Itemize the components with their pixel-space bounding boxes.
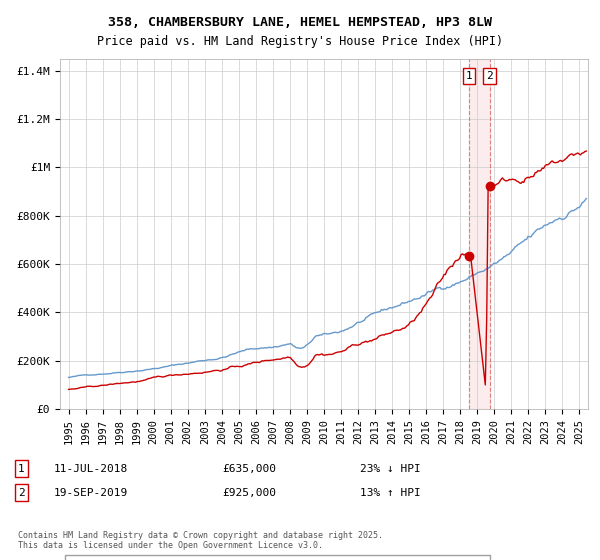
Text: 1: 1 bbox=[18, 464, 25, 474]
Text: £635,000: £635,000 bbox=[222, 464, 276, 474]
Text: 2: 2 bbox=[18, 488, 25, 498]
Text: Contains HM Land Registry data © Crown copyright and database right 2025.
This d: Contains HM Land Registry data © Crown c… bbox=[18, 530, 383, 550]
Bar bbox=[469, 59, 490, 409]
Text: 23% ↓ HPI: 23% ↓ HPI bbox=[360, 464, 421, 474]
Legend: 358, CHAMBERSBURY LANE, HEMEL HEMPSTEAD, HP3 8LW (detached house), HPI: Average : 358, CHAMBERSBURY LANE, HEMEL HEMPSTEAD,… bbox=[65, 554, 490, 560]
Text: 19-SEP-2019: 19-SEP-2019 bbox=[54, 488, 128, 498]
Text: Price paid vs. HM Land Registry's House Price Index (HPI): Price paid vs. HM Land Registry's House … bbox=[97, 35, 503, 48]
Text: £925,000: £925,000 bbox=[222, 488, 276, 498]
Text: 358, CHAMBERSBURY LANE, HEMEL HEMPSTEAD, HP3 8LW: 358, CHAMBERSBURY LANE, HEMEL HEMPSTEAD,… bbox=[108, 16, 492, 29]
Text: 13% ↑ HPI: 13% ↑ HPI bbox=[360, 488, 421, 498]
Text: 1: 1 bbox=[466, 71, 473, 81]
Text: 2: 2 bbox=[486, 71, 493, 81]
Text: 11-JUL-2018: 11-JUL-2018 bbox=[54, 464, 128, 474]
